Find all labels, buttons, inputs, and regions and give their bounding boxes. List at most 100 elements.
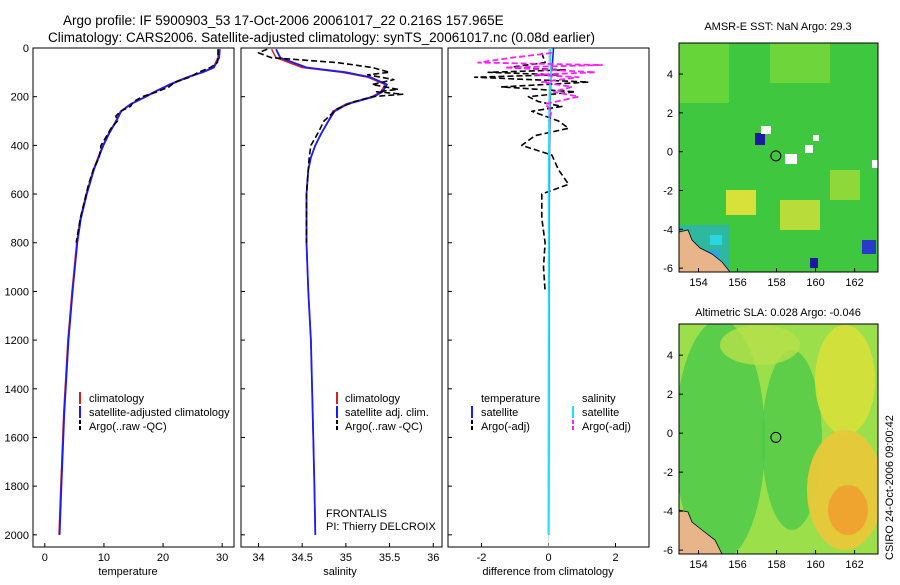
legend-label: climatology (345, 393, 401, 405)
float-pi: PI: Thierry DELCROIX (326, 521, 436, 533)
depth-tick-label: 0 (23, 43, 29, 55)
map-lon-label: 160 (806, 559, 824, 571)
map-lon-label: 154 (689, 559, 707, 571)
temperature-series-argo-raw-qc (75, 49, 219, 243)
depth-tick-label: 800 (11, 238, 29, 250)
map-lat-label: 0 (667, 428, 673, 440)
map-lon-label: 162 (845, 559, 863, 571)
sst-patch-warm (780, 200, 820, 230)
temperature-xtick-label: 10 (98, 552, 110, 564)
argo-position-marker (770, 150, 782, 162)
difference-legend: temperature satellite Argo(-adj) salinit… (471, 393, 631, 433)
sla-map (679, 324, 878, 554)
sla-high (815, 325, 875, 435)
legend-label: satellite (481, 407, 518, 419)
temperature-xtick-label: 20 (157, 552, 169, 564)
sla-map-frame (678, 323, 879, 555)
legend-heading-salinity: salinity (582, 393, 616, 405)
sst-nan-pixel (805, 145, 813, 153)
salinity-xtick-label: 36 (427, 552, 439, 564)
depth-tick-label: 200 (11, 92, 29, 104)
sst-nan-pixel (785, 154, 797, 164)
salinity-xlabel: salinity (323, 566, 357, 578)
sla-low (679, 324, 765, 554)
sst-patch-cold (862, 240, 876, 254)
map-lat-label: -2 (663, 467, 673, 479)
sla-patch (720, 325, 800, 365)
sst-patch (679, 43, 729, 103)
difference-xlabel: difference from climatology (482, 566, 614, 578)
temperature-xlabel: temperature (98, 566, 157, 578)
depth-tick-label: 600 (11, 189, 29, 201)
sst-map-frame (678, 42, 879, 273)
sst-patch (830, 170, 860, 200)
legend-heading-temperature: temperature (481, 393, 540, 405)
temperature-xtick-label: 30 (216, 552, 228, 564)
figure-title-line2: Climatology: CARS2006. Satellite-adjuste… (48, 30, 595, 45)
sla-map-ticks: 154 156 158 160 162 4 2 0 -2 -4 -6 (663, 350, 864, 571)
map-lon-label: 160 (806, 277, 824, 289)
map-lat-label: 2 (667, 108, 673, 120)
salinity-legend: climatology satellite adj. clim. Argo(..… (326, 392, 436, 533)
difference-series-salinity-argo-adj (477, 52, 603, 122)
temperature-xtick-label: 0 (42, 552, 48, 564)
legend-label: Argo(-adj) (582, 421, 631, 433)
depth-tick-label: 2000 (5, 530, 29, 542)
map-lon-label: 162 (845, 277, 863, 289)
map-lat-label: -4 (663, 506, 673, 518)
map-lon-label: 158 (767, 277, 785, 289)
profile-lines (58, 48, 603, 547)
sst-nan-pixel (761, 126, 771, 134)
sst-map (679, 43, 878, 272)
salinity-series-satellite-adj-clim (275, 48, 388, 535)
figure-title-line1: Argo profile: IF 5900903_53 17-Oct-2006 … (63, 13, 504, 28)
map-lat-label: -4 (663, 224, 673, 236)
sst-patch-cold (755, 133, 765, 145)
float-project: FRONTALIS (326, 508, 387, 520)
sla-high-core (828, 485, 868, 535)
map-lat-label: -2 (663, 185, 673, 197)
legend-label: climatology (89, 393, 145, 405)
sst-patch-warm (726, 190, 756, 215)
sst-nan-pixel (872, 160, 878, 168)
legend-label: Argo(..raw -QC) (345, 421, 423, 433)
salinity-axes (240, 47, 443, 548)
land-new-ireland (679, 509, 723, 554)
map-lat-label: -6 (663, 263, 673, 275)
difference-series-salinity-satellite (547, 48, 553, 535)
difference-xtick-label: -2 (477, 552, 487, 564)
map-lat-label: 0 (667, 147, 673, 159)
land-new-ireland (679, 229, 731, 272)
depth-tick-label: 1800 (5, 481, 29, 493)
csiro-footer: CSIRO 24-Oct-2006 09:00:42 (884, 415, 896, 560)
difference-series-temperature-argo-adj (473, 52, 590, 292)
salinity-xtick-label: 34 (252, 552, 264, 564)
map-lat-label: 4 (667, 69, 673, 81)
sst-nan-pixel (813, 135, 819, 141)
legend-label: satellite-adjusted climatology (89, 407, 230, 419)
salinity-xtick-label: 35.5 (379, 552, 400, 564)
legend-label: Argo(..raw -QC) (89, 421, 167, 433)
salinity-xtick-label: 35 (340, 552, 352, 564)
temperature-legend: climatology satellite-adjusted climatolo… (79, 392, 230, 433)
depth-tick-label: 1000 (5, 286, 29, 298)
legend-label: Argo(-adj) (481, 421, 530, 433)
depth-tick-label: 400 (11, 140, 29, 152)
depth-tick-label: 1400 (5, 384, 29, 396)
map-lon-label: 156 (728, 559, 746, 571)
map-lat-label: 2 (667, 389, 673, 401)
sla-low (762, 350, 822, 530)
legend-label: satellite adj. clim. (345, 407, 429, 419)
axis-ticks: 0 10 20 30 0 200 400 600 800 1000 1200 1400 1600 1800… (5, 43, 619, 564)
depth-tick-label: 1200 (5, 335, 29, 347)
depth-tick-label: 1600 (5, 432, 29, 444)
sla-map-title: Altimetric SLA: 0.028 Argo: -0.046 (695, 307, 861, 319)
sst-patch (770, 43, 830, 83)
salinity-series-argo-raw-qc (257, 48, 404, 243)
map-lon-label: 156 (728, 277, 746, 289)
temperature-axes (32, 47, 235, 548)
map-lat-label: 4 (667, 350, 673, 362)
map-lon-label: 158 (767, 559, 785, 571)
sst-patch-cold (810, 258, 818, 268)
